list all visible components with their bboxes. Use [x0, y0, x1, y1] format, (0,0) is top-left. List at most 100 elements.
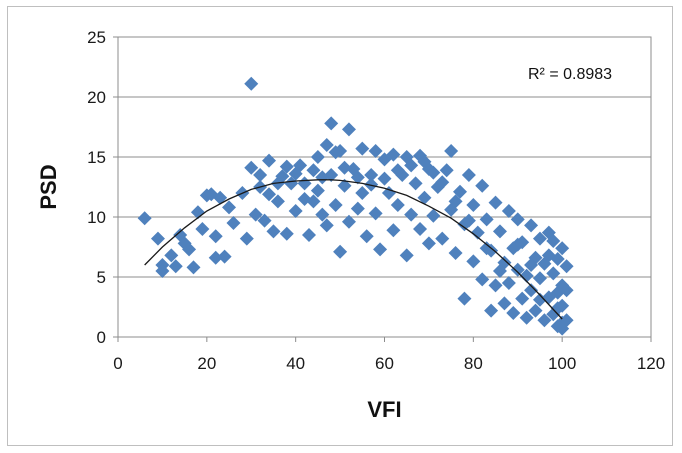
- data-point: [270, 194, 285, 209]
- data-point: [386, 147, 401, 162]
- data-point: [333, 244, 348, 259]
- data-point: [506, 306, 521, 320]
- data-point: [426, 208, 441, 223]
- chart-frame: 0 5 10 15 20 25 0 20 40 60 80 100 120 VFI PSD R² = 0…: [7, 6, 673, 446]
- data-point: [506, 241, 521, 256]
- data-point: [524, 218, 539, 233]
- data-point: [524, 283, 539, 298]
- data-point: [328, 145, 343, 160]
- data-point: [350, 170, 365, 185]
- data-point: [550, 301, 565, 316]
- data-point: [501, 276, 516, 290]
- data-point: [555, 321, 570, 336]
- data-point: [217, 249, 232, 264]
- data-point: [546, 234, 561, 248]
- data-point: [182, 242, 197, 257]
- data-point: [510, 262, 525, 277]
- data-point: [404, 207, 419, 222]
- data-point: [510, 212, 525, 227]
- data-point: [244, 160, 259, 175]
- trendline-layer: [144, 179, 563, 320]
- data-point: [466, 254, 481, 269]
- data-point: [417, 154, 432, 169]
- data-point: [328, 198, 343, 212]
- data-point: [239, 231, 254, 246]
- data-point: [479, 241, 494, 256]
- data-point: [306, 163, 321, 178]
- data-point: [355, 186, 370, 200]
- data-point: [488, 278, 503, 293]
- data-point: [532, 292, 547, 307]
- data-point: [448, 246, 463, 260]
- data-point: [479, 212, 494, 227]
- data-point: [532, 271, 547, 286]
- data-point: [492, 224, 507, 239]
- data-point: [222, 200, 237, 215]
- data-point: [319, 218, 334, 233]
- data-point: [155, 264, 170, 278]
- data-point: [368, 144, 383, 158]
- data-point: [341, 214, 356, 229]
- data-point: [528, 303, 543, 318]
- data-point: [488, 195, 503, 210]
- data-point: [466, 198, 481, 212]
- data-point: [559, 259, 574, 274]
- data-point: [359, 229, 374, 244]
- y-tick-label: 15: [87, 148, 106, 167]
- data-point: [457, 291, 472, 306]
- data-point: [137, 211, 152, 226]
- data-point: [208, 250, 223, 265]
- data-point: [532, 231, 547, 246]
- data-point: [421, 236, 436, 251]
- data-point: [195, 222, 210, 236]
- data-point: [408, 176, 423, 191]
- y-axis-title: PSD: [36, 164, 61, 209]
- data-point: [413, 222, 428, 236]
- data-point: [435, 175, 450, 190]
- scatter-chart: 0 5 10 15 20 25 0 20 40 60 80 100 120 VFI PSD R² = 0…: [36, 28, 665, 422]
- data-point: [297, 176, 312, 191]
- data-point: [315, 207, 330, 222]
- data-point: [399, 248, 414, 263]
- data-point: [364, 177, 379, 192]
- data-point: [288, 166, 303, 181]
- data-point: [306, 194, 321, 209]
- data-point: [390, 198, 405, 212]
- data-point: [337, 178, 352, 193]
- y-tick-label: 10: [87, 208, 106, 227]
- data-point: [150, 231, 165, 246]
- data-point: [257, 213, 272, 228]
- points-layer: [137, 76, 574, 336]
- data-point: [404, 158, 419, 173]
- data-point: [310, 183, 325, 198]
- data-point: [435, 231, 450, 246]
- data-point: [537, 256, 552, 271]
- data-point: [470, 225, 485, 240]
- x-tick-label: 0: [113, 354, 122, 373]
- data-point: [524, 258, 539, 272]
- data-point: [555, 241, 570, 256]
- data-point: [368, 206, 383, 221]
- data-point: [341, 122, 356, 137]
- data-point: [310, 150, 325, 164]
- data-point: [461, 213, 476, 228]
- data-point: [519, 310, 534, 325]
- data-point: [248, 207, 263, 222]
- data-point: [515, 291, 530, 306]
- data-point: [164, 248, 179, 263]
- y-tick-label: 20: [87, 88, 106, 107]
- r-squared-annotation: R² = 0.8983: [528, 66, 612, 83]
- data-point: [279, 226, 294, 241]
- data-point: [417, 190, 432, 205]
- data-point: [337, 160, 352, 175]
- data-point: [501, 204, 516, 218]
- data-point: [373, 242, 388, 257]
- data-point: [377, 171, 392, 186]
- data-point: [492, 264, 507, 278]
- data-point: [253, 168, 268, 182]
- data-point: [439, 163, 454, 178]
- data-point: [453, 184, 468, 199]
- data-point: [448, 194, 463, 209]
- data-point: [519, 268, 534, 283]
- trendline: [144, 179, 563, 320]
